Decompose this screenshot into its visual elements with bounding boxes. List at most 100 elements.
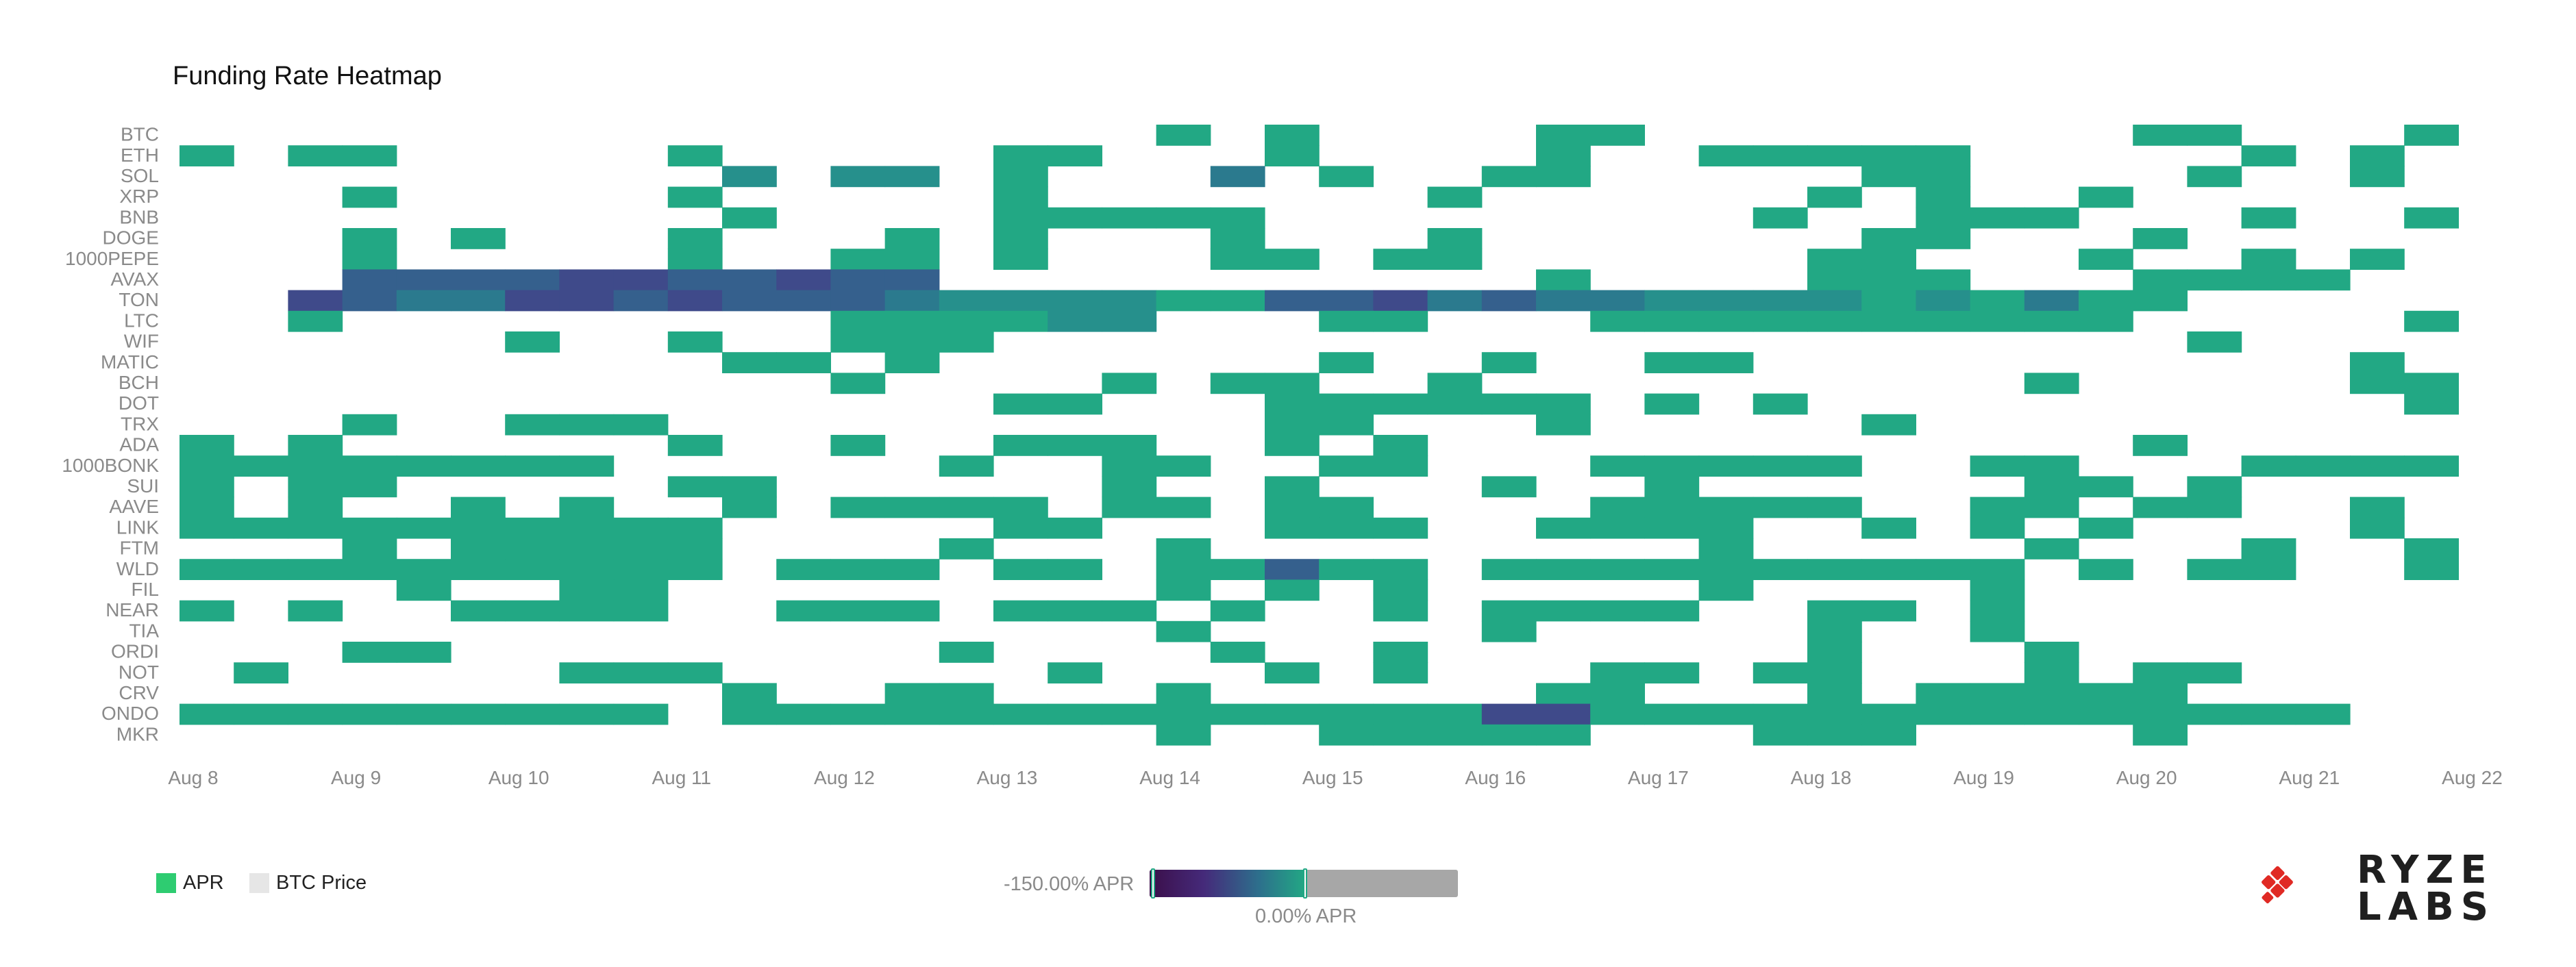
heatmap-cell-sui-10[interactable] <box>722 476 777 498</box>
heatmap-cell-link-7[interactable] <box>559 517 615 539</box>
heatmap-cell-ondo-15[interactable] <box>993 703 1048 725</box>
heatmap-cell-sol-19[interactable] <box>1210 166 1265 188</box>
heatmap-cell-dot-20[interactable] <box>1265 393 1320 415</box>
heatmap-cell-ondo-35[interactable] <box>2079 703 2133 725</box>
heatmap-cell-link-3[interactable] <box>342 517 397 539</box>
heatmap-cell-1000pepe-22[interactable] <box>1373 249 1428 270</box>
heatmap-cell-trx-3[interactable] <box>342 414 397 436</box>
heatmap-cell-ondo-8[interactable] <box>613 703 669 725</box>
heatmap-cell-1000bonk-28[interactable] <box>1698 455 1754 477</box>
heatmap-cell-sui-0[interactable] <box>179 476 234 498</box>
heatmap-cell-wif-9[interactable] <box>667 331 723 353</box>
heatmap-cell-bnb-15[interactable] <box>993 207 1048 229</box>
heatmap-cell-sol-40[interactable] <box>2350 166 2405 188</box>
heatmap-cell-bnb-33[interactable] <box>1970 207 2025 229</box>
heatmap-cell-sui-35[interactable] <box>2079 476 2133 498</box>
heatmap-cell-ton-3[interactable] <box>342 290 397 312</box>
heatmap-cell-near-6[interactable] <box>505 600 560 622</box>
heatmap-cell-ltc-17[interactable] <box>1102 310 1157 332</box>
heatmap-cell-avax-25[interactable] <box>1536 269 1591 291</box>
heatmap-cell-ondo-13[interactable] <box>884 703 940 725</box>
heatmap-cell-ton-11[interactable] <box>776 290 831 312</box>
heatmap-cell-ton-13[interactable] <box>884 290 940 312</box>
colorbar-mid-handle[interactable] <box>1303 868 1307 899</box>
heatmap-cell-avax-11[interactable] <box>776 269 831 291</box>
colorbar[interactable] <box>1150 870 1458 897</box>
heatmap-cell-wld-37[interactable] <box>2187 559 2242 580</box>
heatmap-cell-not-37[interactable] <box>2187 662 2242 683</box>
heatmap-cell-crv-35[interactable] <box>2079 683 2133 705</box>
heatmap-cell-aave-29[interactable] <box>1753 497 1808 518</box>
heatmap-cell-crv-13[interactable] <box>884 683 940 705</box>
heatmap-cell-wld-31[interactable] <box>1861 559 1916 580</box>
heatmap-cell-ftm-3[interactable] <box>342 538 397 560</box>
heatmap-cell-link-21[interactable] <box>1319 517 1374 539</box>
heatmap-cell-not-29[interactable] <box>1753 662 1808 683</box>
heatmap-cell-bch-12[interactable] <box>830 373 886 394</box>
heatmap-cell-doge-19[interactable] <box>1210 228 1265 249</box>
heatmap-cell-1000bonk-26[interactable] <box>1590 455 1645 477</box>
heatmap-cell-1000bonk-39[interactable] <box>2295 455 2351 477</box>
heatmap-cell-aave-5[interactable] <box>451 497 506 518</box>
heatmap-cell-ton-2[interactable] <box>288 290 343 312</box>
heatmap-cell-ondo-29[interactable] <box>1753 703 1808 725</box>
heatmap-cell-ftm-34[interactable] <box>2024 538 2079 560</box>
heatmap-cell-1000bonk-29[interactable] <box>1753 455 1808 477</box>
heatmap-cell-ton-20[interactable] <box>1265 290 1320 312</box>
heatmap-cell-btc-25[interactable] <box>1536 125 1591 146</box>
heatmap-cell-eth-40[interactable] <box>2350 145 2405 166</box>
heatmap-cell-ltc-22[interactable] <box>1373 310 1428 332</box>
heatmap-cell-avax-8[interactable] <box>613 269 669 291</box>
heatmap-cell-dot-16[interactable] <box>1048 393 1102 415</box>
heatmap-cell-near-2[interactable] <box>288 600 343 622</box>
heatmap-cell-trx-6[interactable] <box>505 414 560 436</box>
heatmap-cell-btc-18[interactable] <box>1156 125 1211 146</box>
heatmap-cell-ondo-22[interactable] <box>1373 703 1428 725</box>
heatmap-cell-wld-13[interactable] <box>884 559 940 580</box>
heatmap-cell-avax-4[interactable] <box>396 269 451 291</box>
heatmap-cell-eth-29[interactable] <box>1753 145 1808 166</box>
heatmap-cell-ondo-36[interactable] <box>2133 703 2188 725</box>
heatmap-cell-fil-8[interactable] <box>613 579 669 601</box>
heatmap-cell-ton-35[interactable] <box>2079 290 2133 312</box>
heatmap-cell-1000bonk-18[interactable] <box>1156 455 1211 477</box>
heatmap-cell-ltc-28[interactable] <box>1698 310 1754 332</box>
heatmap-cell-ltc-13[interactable] <box>884 310 940 332</box>
heatmap-cell-ton-30[interactable] <box>1807 290 1862 312</box>
heatmap-cell-wld-16[interactable] <box>1048 559 1102 580</box>
heatmap-cell-ltc-29[interactable] <box>1753 310 1808 332</box>
heatmap-cell-link-1[interactable] <box>234 517 288 539</box>
heatmap-cell-ondo-3[interactable] <box>342 703 397 725</box>
heatmap-cell-crv-26[interactable] <box>1590 683 1645 705</box>
heatmap-cell-near-19[interactable] <box>1210 600 1265 622</box>
heatmap-cell-bch-20[interactable] <box>1265 373 1320 394</box>
heatmap-cell-wld-28[interactable] <box>1698 559 1754 580</box>
heatmap-cell-not-27[interactable] <box>1644 662 1700 683</box>
heatmap-cell-ton-9[interactable] <box>667 290 723 312</box>
heatmap-cell-ltc-16[interactable] <box>1048 310 1102 332</box>
heatmap-cell-near-16[interactable] <box>1048 600 1102 622</box>
heatmap-cell-mkr-23[interactable] <box>1427 724 1483 746</box>
heatmap-cell-wld-35[interactable] <box>2079 559 2133 580</box>
heatmap-cell-ton-31[interactable] <box>1861 290 1916 312</box>
heatmap-cell-ftm-18[interactable] <box>1156 538 1211 560</box>
heatmap-cell-link-0[interactable] <box>179 517 234 539</box>
heatmap-cell-ton-36[interactable] <box>2133 290 2188 312</box>
heatmap-cell-link-2[interactable] <box>288 517 343 539</box>
heatmap-cell-ondo-6[interactable] <box>505 703 560 725</box>
heatmap-cell-ton-25[interactable] <box>1536 290 1591 312</box>
heatmap-cell-matic-13[interactable] <box>884 352 940 373</box>
heatmap-cell-1000bonk-1[interactable] <box>234 455 288 477</box>
heatmap-cell-xrp-32[interactable] <box>1916 186 1971 208</box>
heatmap-cell-1000pepe-35[interactable] <box>2079 249 2133 270</box>
heatmap-cell-mkr-24[interactable] <box>1481 724 1537 746</box>
heatmap-cell-aave-18[interactable] <box>1156 497 1211 518</box>
heatmap-cell-ton-4[interactable] <box>396 290 451 312</box>
heatmap-cell-wld-5[interactable] <box>451 559 506 580</box>
heatmap-cell-ada-0[interactable] <box>179 435 234 456</box>
heatmap-cell-eth-30[interactable] <box>1807 145 1862 166</box>
heatmap-cell-not-22[interactable] <box>1373 662 1428 683</box>
heatmap-cell-fil-28[interactable] <box>1698 579 1754 601</box>
heatmap-cell-sol-15[interactable] <box>993 166 1048 188</box>
heatmap-cell-bnb-18[interactable] <box>1156 207 1211 229</box>
